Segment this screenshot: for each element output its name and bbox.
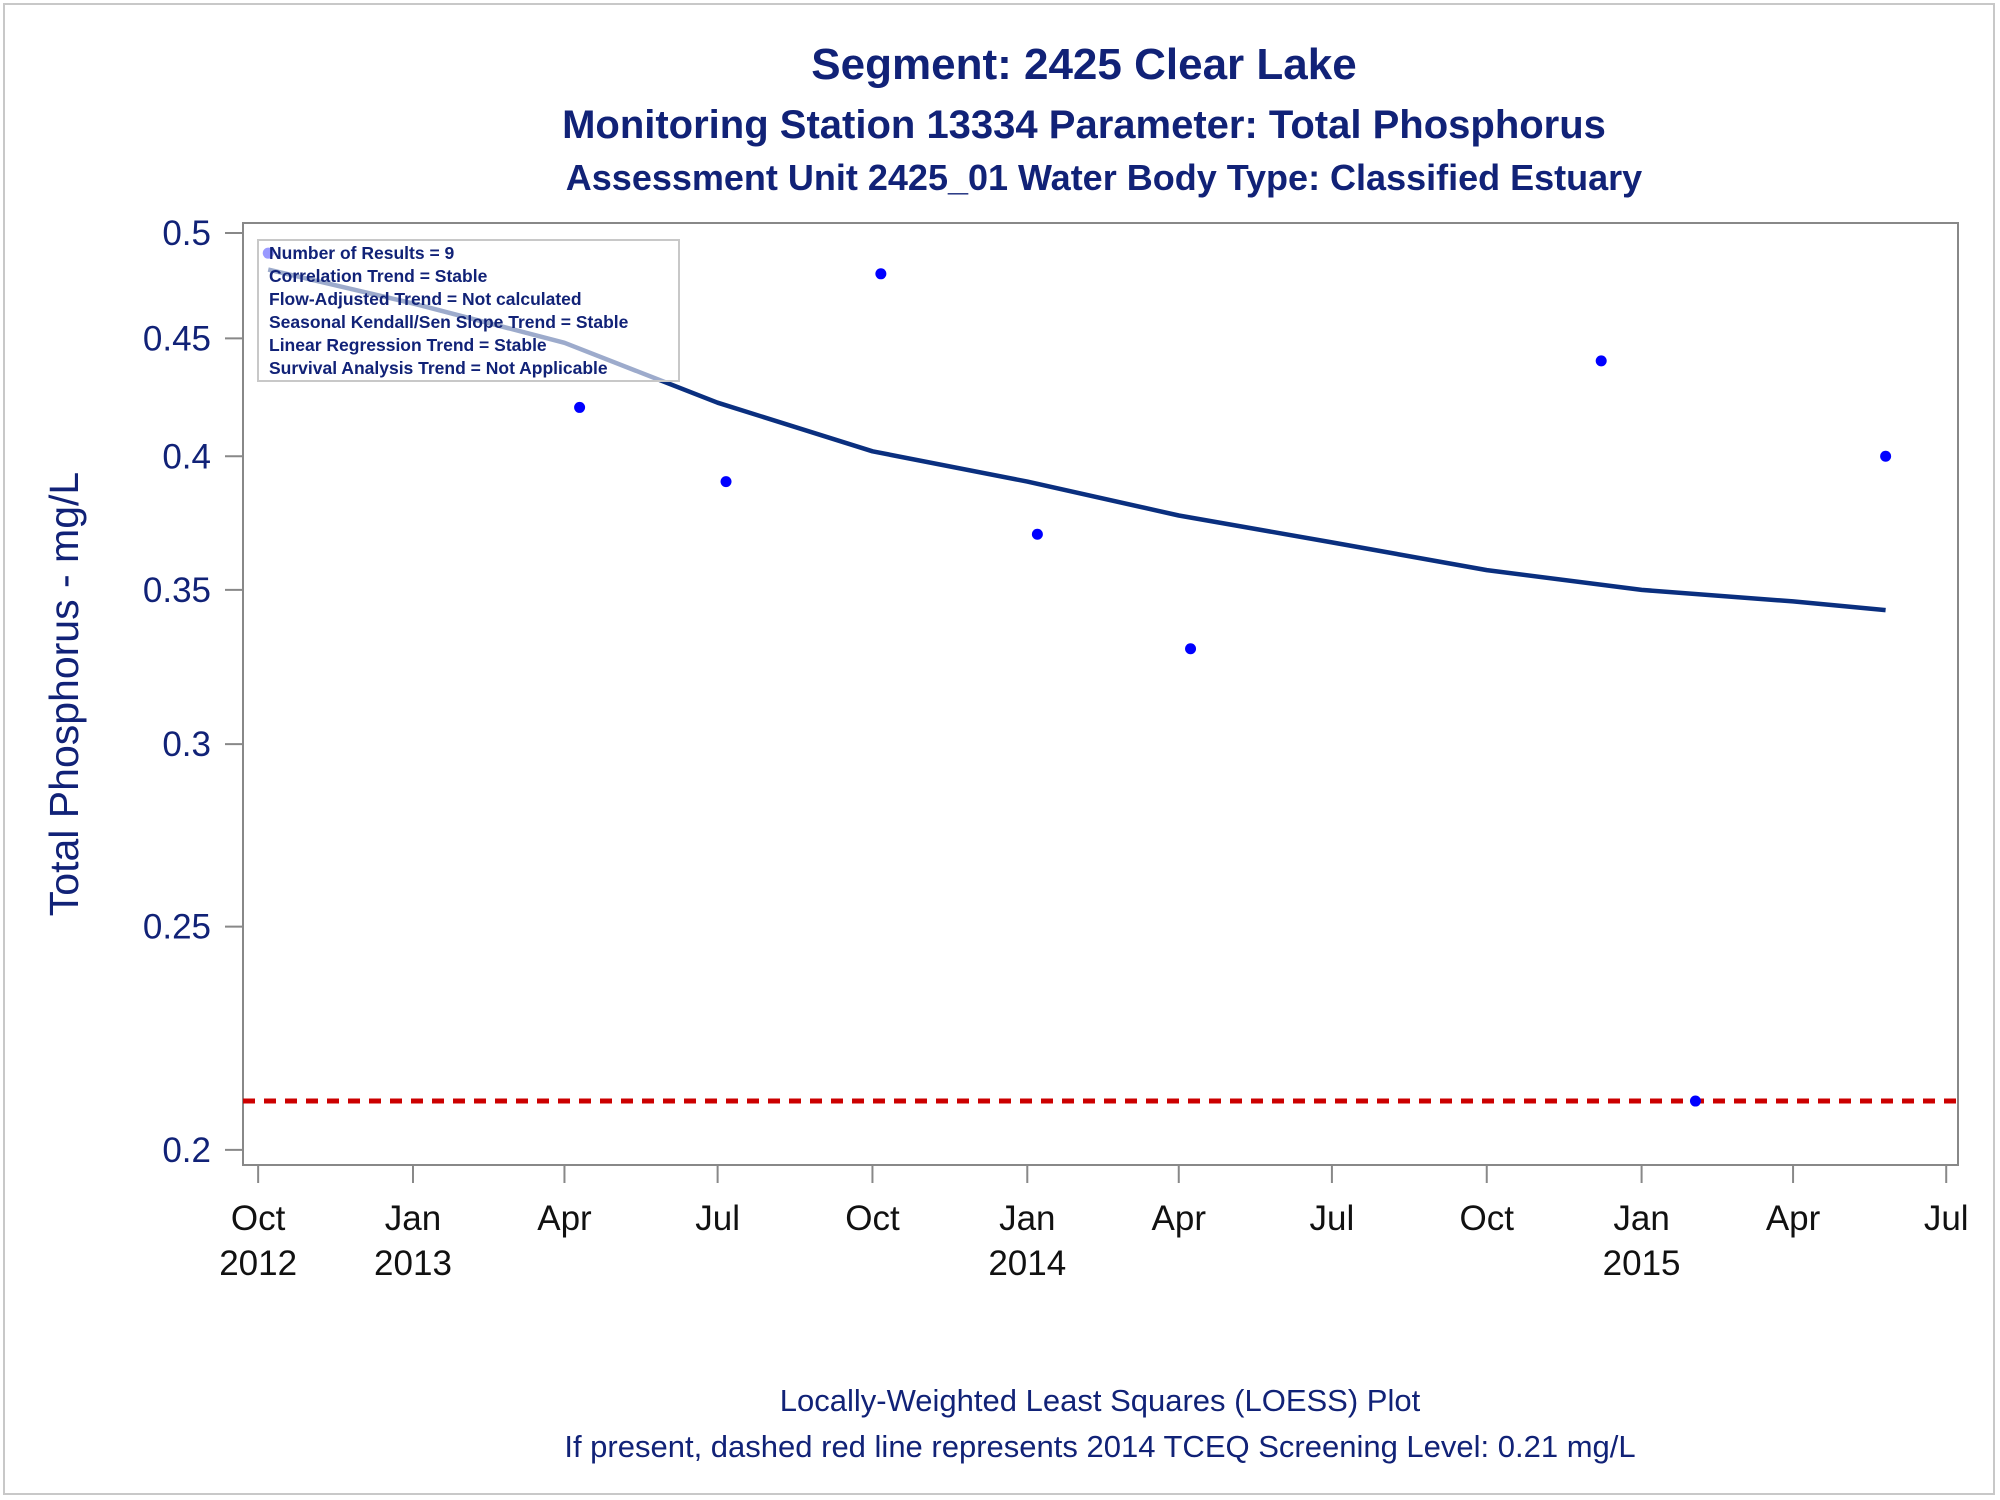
y-tick-label: 0.35 — [143, 571, 211, 610]
y-tick-label: 0.3 — [162, 725, 211, 764]
data-point — [875, 268, 887, 280]
data-point — [1031, 528, 1043, 540]
x-tick-label: Jan — [1613, 1199, 1669, 1238]
footnote: Locally-Weighted Least Squares (LOESS) P… — [780, 1383, 1421, 1418]
stats-line: Seasonal Kendall/Sen Slope Trend = Stabl… — [269, 312, 629, 332]
x-tick-label: Apr — [1766, 1199, 1821, 1238]
x-tick-year-label: 2012 — [219, 1244, 297, 1283]
chart-subtitle: Monitoring Station 13334 Parameter: Tota… — [562, 103, 1606, 147]
stats-box — [257, 239, 680, 382]
x-tick-label: Jul — [1924, 1199, 1969, 1238]
data-point — [720, 476, 732, 488]
x-tick-label: Apr — [537, 1199, 592, 1238]
data-point — [1689, 1095, 1701, 1107]
chart-subtitle-2: Assessment Unit 2425_01 Water Body Type:… — [566, 157, 1642, 198]
data-point — [1880, 450, 1892, 462]
stats-line: Survival Analysis Trend = Not Applicable — [269, 358, 608, 378]
y-tick-label: 0.4 — [162, 437, 211, 476]
stats-line: Flow-Adjusted Trend = Not calculated — [269, 289, 582, 309]
x-tick-label: Apr — [1152, 1199, 1207, 1238]
x-tick-label: Jul — [1310, 1199, 1355, 1238]
data-point — [1185, 643, 1197, 655]
y-tick-label: 0.25 — [143, 908, 211, 947]
x-tick-label: Jan — [385, 1199, 441, 1238]
x-axis: Oct 2012 Jan 2013 Apr Jul Oct Jan 2014 Apr Jul Oct J… — [219, 1165, 1969, 1283]
x-tick-label: Oct — [231, 1199, 286, 1238]
y-axis: 0.2 0.25 0.3 0.35 0.4 0.45 0.5 — [143, 214, 243, 1170]
x-tick-year-label: 2015 — [1603, 1244, 1681, 1283]
footnote-screening-level: If present, dashed red line represents 2… — [564, 1429, 1635, 1464]
x-tick-label: Jan — [999, 1199, 1055, 1238]
data-point — [1595, 355, 1607, 367]
y-tick-label: 0.2 — [162, 1131, 211, 1170]
x-tick-label: Jul — [695, 1199, 740, 1238]
stats-line: Number of Results = 9 — [269, 243, 455, 263]
x-tick-label: Oct — [845, 1199, 900, 1238]
y-axis-label: Total Phosphorus - mg/L — [41, 472, 87, 916]
stats-line: Correlation Trend = Stable — [269, 266, 488, 286]
stats-line: Linear Regression Trend = Stable — [269, 335, 547, 355]
y-tick-label: 0.5 — [162, 214, 211, 253]
x-tick-label: Oct — [1460, 1199, 1515, 1238]
chart-title: Segment: 2425 Clear Lake — [811, 40, 1356, 89]
x-tick-year-label: 2014 — [988, 1244, 1066, 1283]
x-tick-year-label: 2013 — [374, 1244, 452, 1283]
data-point — [574, 401, 586, 413]
y-tick-label: 0.45 — [143, 319, 211, 358]
